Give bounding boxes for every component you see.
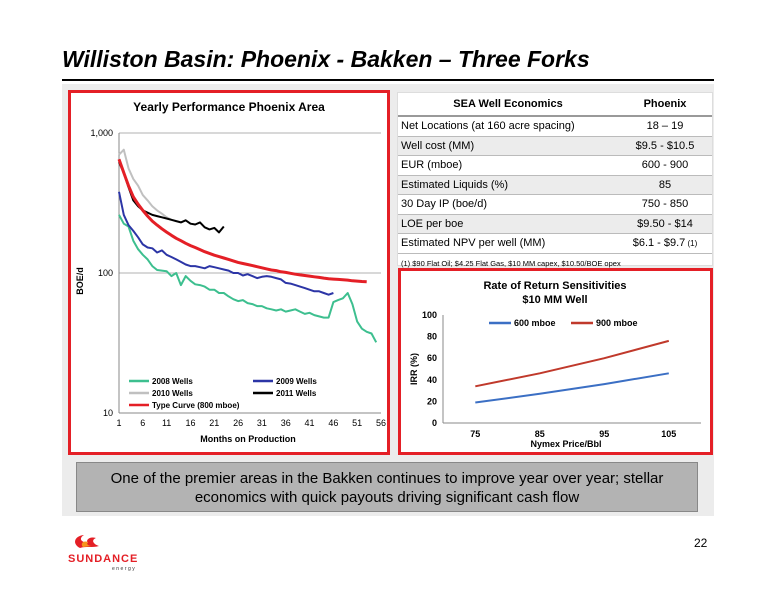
economics-row: LOE per boe $9.50 - $14 [398,214,712,234]
economics-row-label: 30 Day IP (boe/d) [398,194,618,215]
sun-flame-icon [75,535,99,548]
y-tick-label: 40 [427,375,437,385]
title-underline [62,79,714,81]
performance-x-axis-label: Months on Production [200,434,295,444]
economics-row: Net Locations (at 160 acre spacing) 18 – … [398,116,712,137]
logo-wordmark: SUNDANCE [68,553,138,565]
x-tick-label: 16 [185,418,195,428]
x-tick-label: 46 [328,418,338,428]
x-tick-label: 36 [281,418,291,428]
logo-subtext: energy [112,566,136,572]
economics-row: Estimated Liquids (%) 85 [398,175,712,195]
legend-label: 2009 Wells [276,377,317,386]
series-line-600-mboe [475,372,669,404]
legend-label: 2008 Wells [152,377,193,386]
legend-label: 2011 Wells [276,389,317,398]
page-number: 22 [694,536,708,550]
x-tick-label: 26 [233,418,243,428]
x-tick-label: 75 [470,429,480,439]
y-tick-label: 60 [427,353,437,363]
economics-row-value: $9.50 - $14 [618,214,712,234]
economics-footnote: (1) $90 Flat Oil; $4.25 Flat Gas, $10 MM… [401,259,621,268]
legend-label: 2010 Wells [152,389,193,398]
economics-header-label: SEA Well Economics [398,93,618,117]
legend-label: Type Curve (800 mboe) [152,401,240,410]
irr-x-axis-label: Nymex Price/Bbl [530,439,601,449]
economics-row-value: 750 - 850 [618,194,712,215]
performance-chart-title: Yearly Performance Phoenix Area [133,100,325,114]
key-message-banner: One of the premier areas in the Bakken c… [76,462,698,512]
series-line-type-curve-800-mboe [117,158,367,284]
y-tick-label: 100 [422,310,437,320]
economics-table: SEA Well Economics Phoenix Net Locations… [398,93,712,274]
economics-note-row: (1) $90 Flat Oil; $4.25 Flat Gas, $10 MM… [398,253,712,274]
irr-chart-frame: Rate of Return Sensitivities $10 MM Well… [398,268,713,455]
irr-chart-title: Rate of Return Sensitivities [483,280,626,292]
slide-title: Williston Basin: Phoenix - Bakken – Thre… [62,46,590,72]
series-line-900-mboe [475,339,670,388]
x-tick-label: 31 [257,418,267,428]
irr-y-axis-label: IRR (%) [409,353,419,385]
economics-row-value: $6.1 - $9.7 (1) [618,233,712,254]
economics-row: 30 Day IP (boe/d) 750 - 850 [398,194,712,215]
irr-chart-subtitle: $10 MM Well [522,294,587,306]
economics-row-value: $9.5 - $10.5 [618,136,712,156]
irr-chart: Rate of Return Sensitivities $10 MM Well… [409,280,701,449]
x-tick-label: 41 [305,418,315,428]
economics-row-value: 85 [618,175,712,195]
economics-row-label: Well cost (MM) [398,136,618,156]
economics-row-value: 18 – 19 [618,116,712,137]
x-tick-label: 21 [209,418,219,428]
x-tick-label: 11 [162,418,171,428]
sundance-logo: SUNDANCE energy [68,535,138,572]
legend-label: 600 mboe [514,318,556,328]
x-tick-label: 85 [535,429,545,439]
economics-table-panel: SEA Well Economics Phoenix Net Locations… [397,92,713,268]
economics-row-label: Estimated Liquids (%) [398,175,618,195]
economics-row-label: EUR (mboe) [398,155,618,176]
performance-chart: Yearly Performance Phoenix Area BOE/d Mo… [75,100,386,444]
y-tick-label: 0 [432,418,437,428]
performance-y-axis-label: BOE/d [75,267,85,295]
y-tick-label: 20 [427,396,437,406]
economics-row-label: LOE per boe [398,214,618,234]
economics-row-label: Net Locations (at 160 acre spacing) [398,116,618,137]
y-tick-label: 100 [98,268,113,278]
x-tick-label: 56 [376,418,386,428]
y-tick-label: 10 [103,408,113,418]
legend-label: 900 mboe [596,318,638,328]
economics-row: Well cost (MM) $9.5 - $10.5 [398,136,712,156]
series-line-2008-wells [118,214,378,343]
x-tick-label: 95 [599,429,609,439]
y-tick-label: 1,000 [90,128,113,138]
x-tick-label: 105 [661,429,676,439]
series-line-2009-wells [118,191,334,296]
x-tick-label: 6 [140,418,145,428]
economics-header-value: Phoenix [618,93,712,117]
performance-chart-frame: Yearly Performance Phoenix Area BOE/d Mo… [68,90,390,455]
economics-row: EUR (mboe) 600 - 900 [398,155,712,176]
economics-row-label: Estimated NPV per well (MM) [398,233,618,254]
footnote-marker: (1) [685,239,698,249]
economics-row: Estimated NPV per well (MM) $6.1 - $9.7 (… [398,233,712,254]
y-tick-label: 80 [427,332,437,342]
series-line-2010-wells [118,148,172,221]
x-tick-label: 1 [116,418,121,428]
x-tick-label: 51 [352,418,362,428]
economics-row-value: 600 - 900 [618,155,712,176]
